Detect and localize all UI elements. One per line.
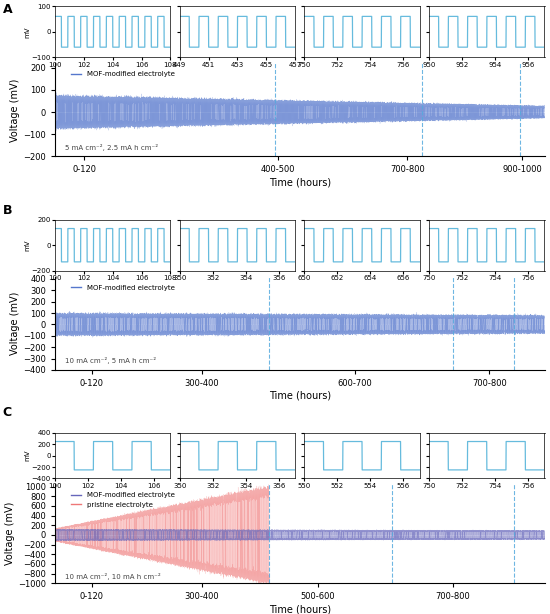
Y-axis label: mV: mV	[24, 239, 30, 251]
Text: 5 mA cm⁻², 2.5 mA h cm⁻²: 5 mA cm⁻², 2.5 mA h cm⁻²	[65, 144, 158, 151]
Legend: MOF-modified electrolyte, pristine electrolyte: MOF-modified electrolyte, pristine elect…	[68, 489, 178, 511]
Text: A: A	[3, 3, 12, 16]
Y-axis label: Voltage (mV): Voltage (mV)	[10, 292, 20, 355]
Y-axis label: Voltage (mV): Voltage (mV)	[10, 78, 20, 141]
Y-axis label: mV: mV	[24, 450, 30, 462]
Legend: MOF-modified electrolyte: MOF-modified electrolyte	[68, 282, 178, 293]
Y-axis label: mV: mV	[24, 26, 30, 37]
Text: B: B	[3, 204, 12, 217]
Y-axis label: Voltage (mV): Voltage (mV)	[5, 502, 15, 565]
X-axis label: Time (hours): Time (hours)	[269, 604, 331, 614]
X-axis label: Time (hours): Time (hours)	[269, 391, 331, 401]
Text: 10 mA cm⁻², 5 mA h cm⁻²: 10 mA cm⁻², 5 mA h cm⁻²	[65, 357, 156, 364]
X-axis label: Time (hours): Time (hours)	[269, 177, 331, 187]
Legend: MOF-modified electrolyte: MOF-modified electrolyte	[68, 69, 178, 80]
Text: 10 mA cm⁻², 10 mA h cm⁻²: 10 mA cm⁻², 10 mA h cm⁻²	[65, 573, 161, 580]
Text: C: C	[3, 406, 12, 419]
